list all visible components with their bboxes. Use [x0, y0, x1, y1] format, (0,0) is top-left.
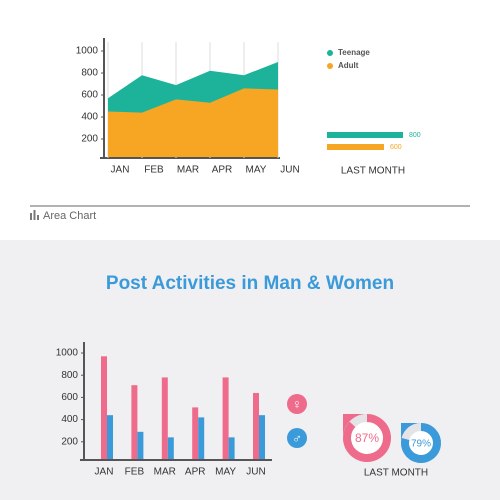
bar	[327, 144, 384, 150]
value-label: 600	[390, 144, 402, 151]
legend-label: ♂	[292, 430, 302, 445]
bar	[327, 132, 403, 138]
legend-swatch	[287, 394, 307, 414]
legend-swatch	[287, 428, 307, 448]
bar	[161, 377, 168, 459]
gauge-arc	[343, 414, 391, 462]
x-tick-label: APR	[185, 467, 206, 478]
gauge-pin	[343, 414, 367, 438]
x-tick-label: JAN	[95, 467, 114, 478]
chart-icon	[30, 210, 39, 220]
bar	[131, 385, 138, 459]
bar	[253, 392, 259, 459]
x-axis-label: LAST MONTH	[364, 468, 428, 479]
y-tick-label: 400	[61, 414, 78, 425]
legend-swatch	[327, 50, 333, 56]
x-tick-label: FEB	[125, 467, 145, 478]
x-tick-label: MAR	[154, 467, 176, 478]
x-tick-label: JAN	[111, 165, 130, 176]
x-tick-label: MAR	[177, 165, 199, 176]
gauge-label: 87%	[355, 431, 379, 445]
x-tick-label: JUN	[280, 165, 299, 176]
y-tick-label: 800	[81, 68, 98, 79]
y-tick-label: 400	[81, 112, 98, 123]
bar	[259, 415, 265, 459]
y-tick-label: 600	[61, 392, 78, 403]
bar	[222, 377, 229, 459]
bar	[198, 417, 205, 459]
y-tick-label: 200	[61, 436, 78, 447]
x-tick-label: APR	[212, 165, 233, 176]
legend-label: Adult	[338, 61, 359, 70]
y-tick-label: 600	[81, 90, 98, 101]
y-tick-label: 1000	[56, 348, 79, 359]
x-axis-label: LAST MONTH	[341, 166, 405, 177]
legend-swatch	[327, 63, 333, 69]
bar	[137, 431, 144, 459]
gauge-label: 79%	[411, 439, 431, 450]
y-tick-label: 800	[61, 370, 78, 381]
x-tick-label: JUN	[246, 467, 265, 478]
area	[108, 88, 278, 157]
x-tick-label: MAY	[246, 165, 267, 176]
x-tick-label: FEB	[144, 165, 164, 176]
legend-label: ♀	[292, 396, 302, 411]
legend-label: Teenage	[338, 48, 370, 57]
footer-label: Area Chart	[43, 210, 96, 222]
bar	[167, 437, 174, 459]
value-label: 800	[409, 132, 421, 139]
y-tick-label: 1000	[76, 46, 99, 57]
bar	[107, 415, 113, 459]
x-tick-label: MAY	[215, 467, 236, 478]
section-title: Post Activities in Man & Women	[106, 273, 394, 294]
bar	[101, 356, 107, 459]
gauge-pin	[401, 423, 421, 443]
bar	[192, 407, 199, 459]
bar	[228, 437, 235, 459]
gauge-arc	[401, 423, 441, 463]
y-tick-label: 200	[81, 134, 98, 145]
